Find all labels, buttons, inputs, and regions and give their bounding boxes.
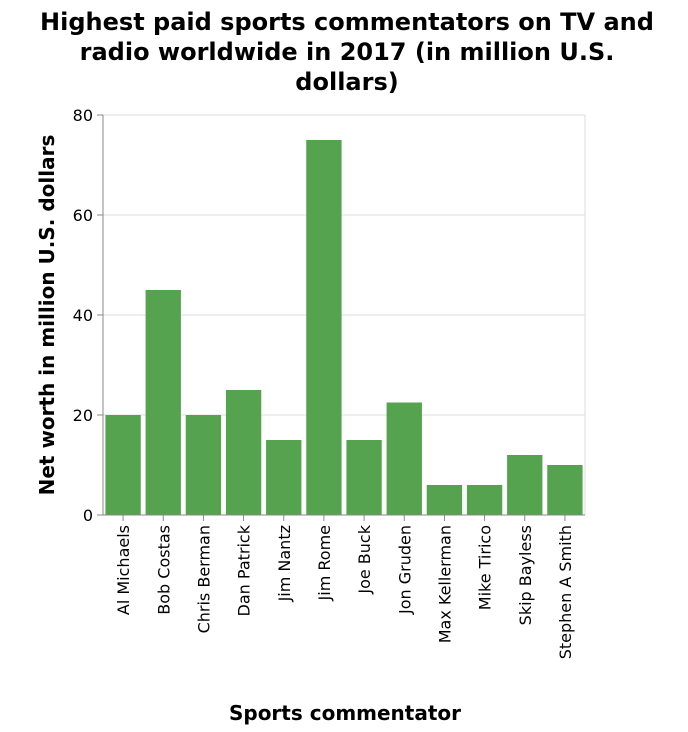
bar (507, 455, 543, 515)
bar (426, 485, 463, 515)
chart-title: Highest paid sports commentators on TV a… (40, 8, 654, 96)
bar (547, 465, 583, 515)
x-tick-label: Stephen A Smith (556, 525, 575, 659)
x-tick-label: Mike Tirico (476, 525, 495, 610)
bar (145, 290, 181, 515)
y-tick-label: 20 (73, 406, 93, 425)
x-tick-label: Joe Buck (355, 524, 374, 594)
x-tick-label: Chris Berman (194, 525, 213, 633)
chart-title-line-2: radio worldwide in 2017 (in million U.S. (80, 38, 615, 66)
y-axis-title: Net worth in million U.S. dollars (35, 135, 59, 496)
y-axis-ticks: 0 20 40 60 80 (73, 106, 103, 525)
x-axis-ticks: Al Michaels Bob Costas Chris Berman Dan Pat… (114, 515, 575, 659)
bar (306, 140, 342, 515)
chart-title-line-1: Highest paid sports commentators on TV a… (40, 8, 654, 36)
x-tick-label: Jim Rome (315, 525, 334, 601)
y-tick-label: 40 (73, 306, 93, 325)
chart-title-line-3: dollars) (295, 68, 398, 96)
bar (466, 485, 503, 515)
x-tick-label: Jim Nantz (275, 525, 294, 602)
bar (185, 415, 222, 515)
y-tick-label: 80 (73, 106, 93, 125)
x-tick-label: Dan Patrick (235, 524, 254, 616)
bar (346, 440, 382, 515)
x-axis-title: Sports commentator (229, 701, 461, 725)
bar (266, 440, 302, 515)
x-tick-label: Jon Gruden (395, 525, 414, 615)
x-tick-label: Al Michaels (114, 525, 133, 615)
y-tick-label: 0 (83, 506, 93, 525)
y-tick-label: 60 (73, 206, 93, 225)
bar (105, 415, 141, 515)
x-tick-label: Max Kellerman (435, 525, 454, 643)
bar (225, 390, 262, 515)
bars (105, 140, 583, 515)
bar (386, 402, 422, 515)
x-tick-label: Skip Bayless (516, 525, 535, 625)
x-tick-label: Bob Costas (154, 525, 173, 615)
